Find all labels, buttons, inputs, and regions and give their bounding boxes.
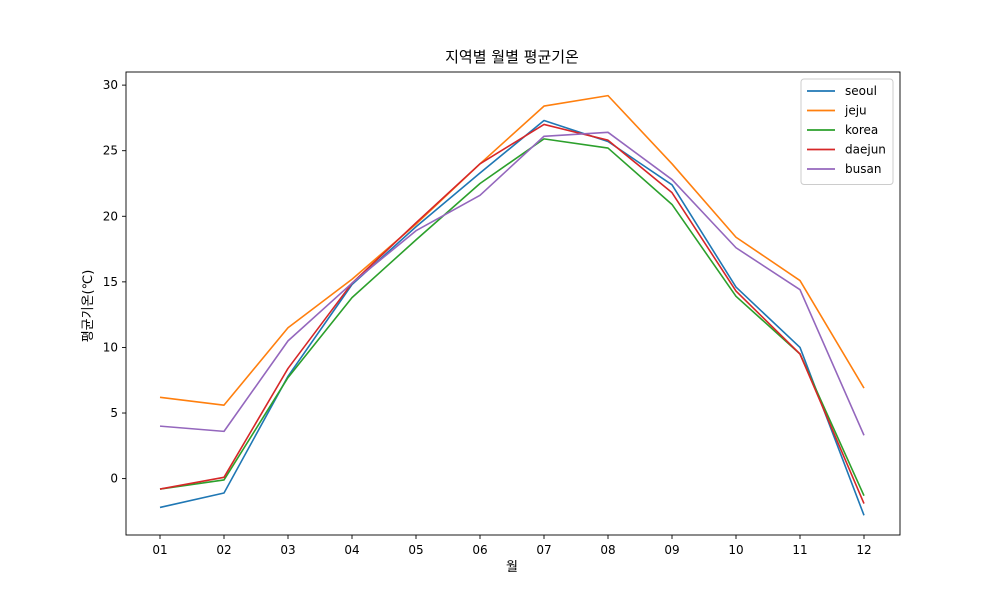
series-line-daejun xyxy=(159,123,865,504)
y-tick-label: 0 xyxy=(110,472,118,486)
x-tick-label: 03 xyxy=(280,543,295,557)
x-tick-label: 04 xyxy=(344,543,359,557)
x-axis-label: 월 xyxy=(506,560,518,575)
legend-label-seoul: seoul xyxy=(845,84,877,98)
legend-box xyxy=(800,78,894,185)
y-tick-label: 5 xyxy=(110,406,118,420)
x-tick-label: 11 xyxy=(792,543,807,557)
chart-title: 지역별 월별 평균기온 xyxy=(445,48,579,66)
x-tick-label: 12 xyxy=(856,543,871,557)
x-tick-label: 08 xyxy=(600,543,615,557)
y-tick-label: 15 xyxy=(103,275,118,289)
x-tick-label: 10 xyxy=(728,543,743,557)
y-tick-label: 10 xyxy=(103,340,118,354)
x-tick-label: 07 xyxy=(536,543,551,557)
y-tick-label: 25 xyxy=(103,144,118,158)
legend-label-jeju: jeju xyxy=(844,104,867,118)
x-tick-label: 05 xyxy=(408,543,423,557)
x-tick-label: 06 xyxy=(472,543,487,557)
y-tick-label: 30 xyxy=(103,78,118,92)
legend-label-daejun: daejun xyxy=(845,143,886,157)
y-tick-label: 20 xyxy=(103,209,118,223)
x-tick-label: 02 xyxy=(216,543,231,557)
plot-frame xyxy=(125,71,901,536)
legend: seoul jeju korea daejun busan xyxy=(800,78,894,185)
series-line-korea xyxy=(159,138,865,496)
x-tick-label: 01 xyxy=(152,543,167,557)
series-line-busan xyxy=(159,131,865,436)
y-axis-label: 평균기온(℃) xyxy=(81,270,96,343)
series-line-jeju xyxy=(159,94,865,406)
legend-label-busan: busan xyxy=(845,162,881,176)
x-tick-label: 09 xyxy=(664,543,679,557)
legend-label-korea: korea xyxy=(845,123,878,137)
